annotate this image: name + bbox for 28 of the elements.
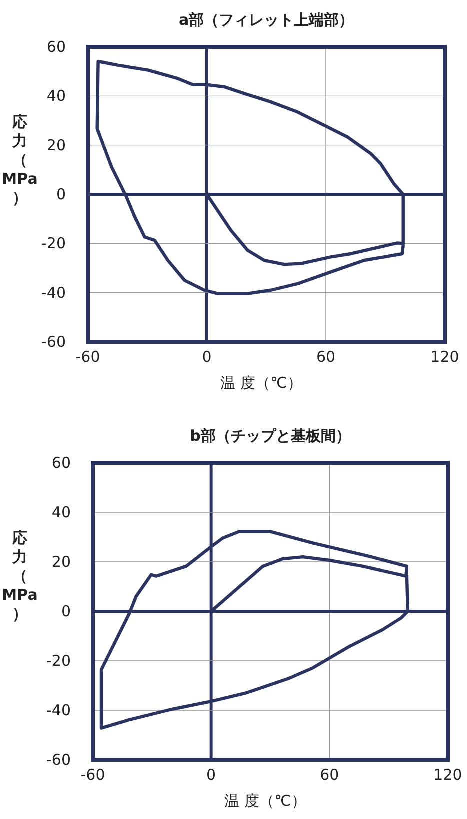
y-tick-label: -20 (46, 652, 71, 670)
x-tick-label: 60 (320, 766, 340, 784)
x-tick-label: 120 (430, 348, 460, 366)
x-tick-label: 0 (202, 348, 212, 366)
y-tick-label: -60 (46, 751, 71, 769)
y-axis-title: 応力（MPa） (2, 529, 38, 623)
y-tick-label: -60 (42, 333, 66, 351)
y-tick-label: -20 (42, 234, 66, 253)
y-tick-label: 0 (61, 602, 71, 620)
y-tick-label: 40 (52, 504, 71, 522)
y-tick-label: -40 (46, 702, 71, 720)
y-tick-label: 0 (56, 186, 66, 204)
x-tick-label: -60 (76, 348, 100, 366)
y-tick-label: 60 (52, 454, 71, 472)
y-axis-title: 応力（MPa） (2, 113, 38, 207)
x-axis-title: 温 度（℃） (224, 792, 306, 810)
y-tick-label: -40 (42, 284, 66, 302)
chart-title: b部（チップと基板間） (190, 427, 351, 445)
x-tick-label: 0 (206, 766, 216, 784)
y-tick-label: 60 (46, 38, 66, 56)
x-tick-label: 120 (434, 766, 462, 784)
chart-title: a部（フィレット上端部） (178, 11, 354, 29)
x-tick-label: 60 (316, 348, 336, 366)
y-tick-label: 20 (52, 553, 71, 571)
y-tick-label: 20 (46, 136, 66, 154)
y-tick-label: 40 (46, 87, 66, 106)
x-tick-label: -60 (80, 766, 106, 784)
x-axis-title: 温 度（℃） (220, 374, 302, 392)
